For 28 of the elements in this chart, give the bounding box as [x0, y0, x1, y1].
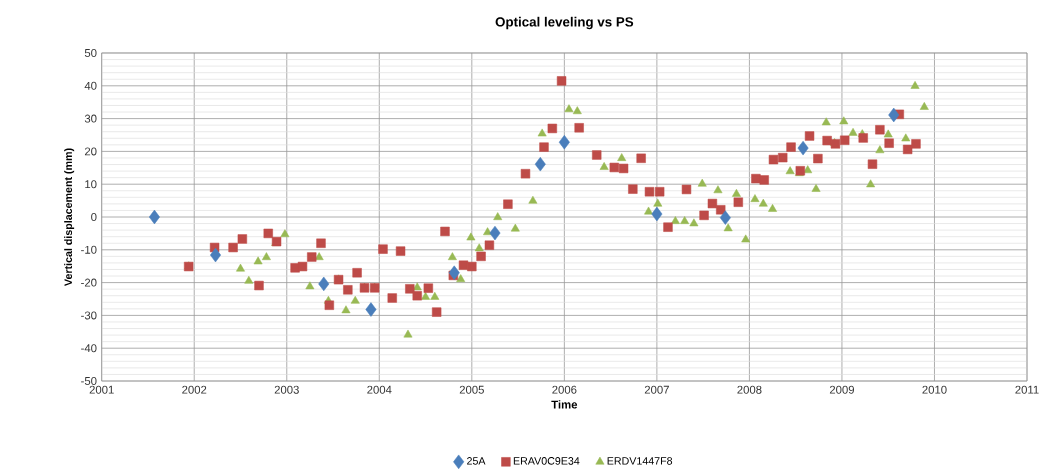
y-tick-label: 0	[91, 213, 97, 221]
x-tick-label: 2010	[922, 385, 947, 394]
chart-title: Optical leveling vs PS	[495, 16, 634, 30]
y-tick-label: -20	[81, 278, 97, 287]
x-tick-label: 2001	[89, 385, 114, 394]
legend-label: ERAV0C9E34	[513, 457, 580, 465]
x-tick-label: 2009	[829, 385, 855, 394]
x-tick-label: 2011	[1015, 385, 1039, 394]
x-tick-label: 2007	[644, 385, 669, 394]
x-tick-label: 2004	[367, 385, 392, 394]
y-tick-label: 10	[85, 180, 97, 189]
y-tick-label: -30	[81, 311, 97, 320]
y-tick-label: 40	[84, 81, 97, 90]
x-tick-label: 2008	[737, 385, 762, 394]
y-tick-label: 20	[84, 147, 97, 156]
x-tick-label: 2002	[182, 385, 207, 394]
y-tick-label: -40	[81, 344, 97, 353]
y-tick-label: -10	[81, 245, 97, 254]
y-tick-label: 30	[84, 114, 97, 123]
x-tick-label: 2005	[459, 385, 484, 394]
x-tick-label: 2006	[552, 385, 577, 394]
x-axis-title: Time	[551, 400, 578, 409]
legend-label: 25A	[467, 457, 486, 465]
y-tick-label: 50	[84, 48, 97, 57]
x-tick-label: 2003	[274, 385, 299, 394]
legend-label: ERDV1447F8	[607, 457, 673, 465]
y-tick-label: -50	[81, 377, 97, 386]
y-axis-title: Vertical displacement (mm)	[64, 148, 75, 286]
